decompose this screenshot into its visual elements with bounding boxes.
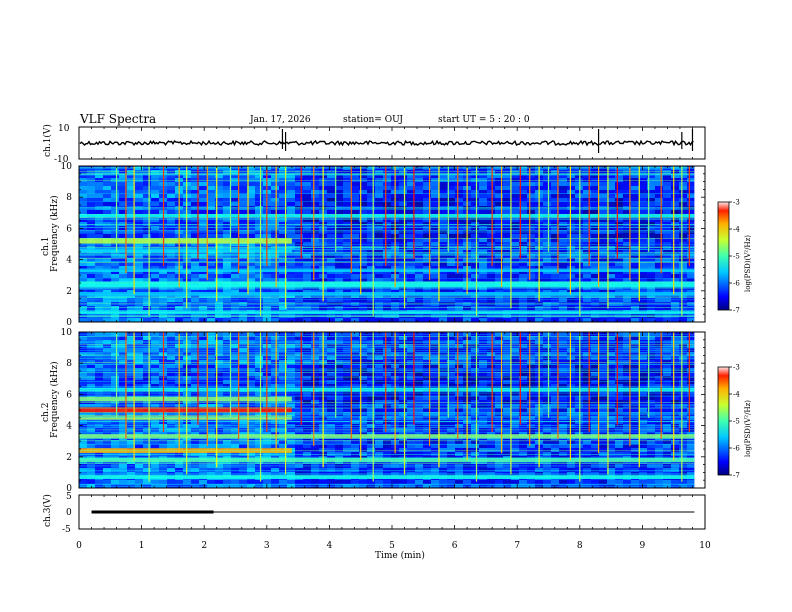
- ch3-ytick-top: 5: [66, 492, 72, 502]
- x-tick-label: 8: [577, 541, 583, 551]
- start-time-label: start UT = 5 : 20 : 0: [438, 115, 530, 125]
- spectrogram-ytick-label: 0: [66, 484, 72, 494]
- ch1-spectrogram-ylabel: Frequency (kHz): [49, 195, 60, 272]
- colorbar-tick-label: -4: [733, 226, 740, 234]
- x-tick-label: 5: [389, 541, 395, 551]
- colorbar-tick-label: -5: [733, 253, 740, 261]
- ch3-ticks: [78, 495, 706, 529]
- x-tick-label: 9: [640, 541, 646, 551]
- colorbar-tick-label: -6: [733, 445, 740, 453]
- channel3-panel: 5 0 -5 ch.3(V): [42, 492, 706, 535]
- colorbar-tick-label: -7: [733, 472, 740, 480]
- x-axis-label: Time (min): [375, 550, 425, 561]
- x-tick-label: 10: [699, 541, 711, 551]
- x-tick-label: 2: [201, 541, 207, 551]
- colorbar-tick-label: -3: [733, 364, 740, 372]
- ch3-ytick-mid: 0: [66, 508, 72, 518]
- ch1-ylabel: ch.1(V): [42, 124, 53, 157]
- spectrogram-ytick-label: 10: [61, 328, 73, 338]
- ch1-waveform-line: [79, 139, 694, 147]
- colorbar-ch1: -3 -4 -5 -6 -7 log(PSD)(V²/Hz): [717, 199, 752, 315]
- x-tick-label: 7: [514, 541, 520, 551]
- ch1-spectrogram-channel-label: ch.1: [41, 237, 51, 256]
- station-label: station= OUJ: [343, 115, 403, 125]
- ch2-spectrogram-image: [79, 332, 705, 488]
- spectrogram-ytick-label: 2: [66, 453, 72, 463]
- spectrogram-ytick-label: 6: [66, 390, 72, 400]
- spectrogram-ytick-label: 4: [66, 256, 72, 266]
- colorbar-tick-label: -7: [733, 307, 740, 315]
- spectrogram-panel-ch2: 0 2 4 6 8 10 ch.2 Frequency (kHz): [41, 328, 706, 494]
- ch1-waveform-spikes: [281, 129, 694, 153]
- x-tick-label: 1: [139, 541, 145, 551]
- spectrogram-panel-ch1: 0 2 4 6 8 10 ch.1 Frequency (kHz): [41, 162, 706, 328]
- spectrogram-ytick-label: 0: [66, 318, 72, 328]
- x-tick-label: 0: [76, 541, 82, 551]
- chart-title: VLF Spectra: [79, 112, 156, 126]
- date-label: Jan. 17, 2026: [249, 115, 311, 125]
- ch2-spectrogram-ytick-labels: 0 2 4 6 8 10: [61, 328, 73, 494]
- colorbar-tick-label: -3: [733, 199, 740, 207]
- spectrogram-ytick-label: 10: [61, 162, 73, 172]
- ch1-spectrogram-ticks: [78, 165, 706, 323]
- waveform-panel-ch1: 10 -10 ch.1(V): [42, 124, 706, 165]
- colorbar-tick-label: -4: [733, 391, 740, 399]
- spectrogram-ytick-label: 8: [66, 193, 72, 203]
- colorbar-tick-label: -6: [733, 280, 740, 288]
- x-tick-label: 3: [264, 541, 270, 551]
- spectrogram-ytick-label: 2: [66, 287, 72, 297]
- spectrogram-ytick-label: 6: [66, 224, 72, 234]
- colorbar-ch2-ticks: -3 -4 -5 -6 -7: [729, 364, 740, 480]
- colorbar-ch2-label: log(PSD)(V²/Hz): [744, 400, 752, 457]
- ch1-ytick-bottom: -10: [54, 155, 69, 165]
- ch1-spectrogram-ytick-labels: 0 2 4 6 8 10: [61, 162, 73, 328]
- ch3-ytick-bottom: -5: [62, 525, 71, 535]
- x-tick-label: 4: [327, 541, 333, 551]
- ch1-spectrogram-image: [79, 166, 705, 322]
- colorbar-ch1-label: log(PSD)(V²/Hz): [744, 235, 752, 292]
- spectrogram-ytick-label: 4: [66, 422, 72, 432]
- ch3-ylabel: ch.3(V): [42, 494, 53, 527]
- ch1-ticks: [78, 127, 706, 159]
- colorbar-ch1-ticks: -3 -4 -5 -6 -7: [729, 199, 740, 315]
- ch2-spectrogram-ticks: [78, 331, 706, 489]
- ch1-ytick-top: 10: [58, 124, 70, 134]
- colorbar-ch2: -3 -4 -5 -6 -7 log(PSD)(V²/Hz): [717, 364, 752, 480]
- ch2-spectrogram-channel-label: ch.2: [41, 403, 51, 422]
- x-tick-label: 6: [452, 541, 458, 551]
- ch2-spectrogram-ylabel: Frequency (kHz): [49, 361, 60, 438]
- colorbar-tick-label: -5: [733, 418, 740, 426]
- spectrogram-ytick-label: 8: [66, 359, 72, 369]
- x-tick-labels: 0 1 2 3 4 5 6 7 8 9 10: [76, 541, 711, 551]
